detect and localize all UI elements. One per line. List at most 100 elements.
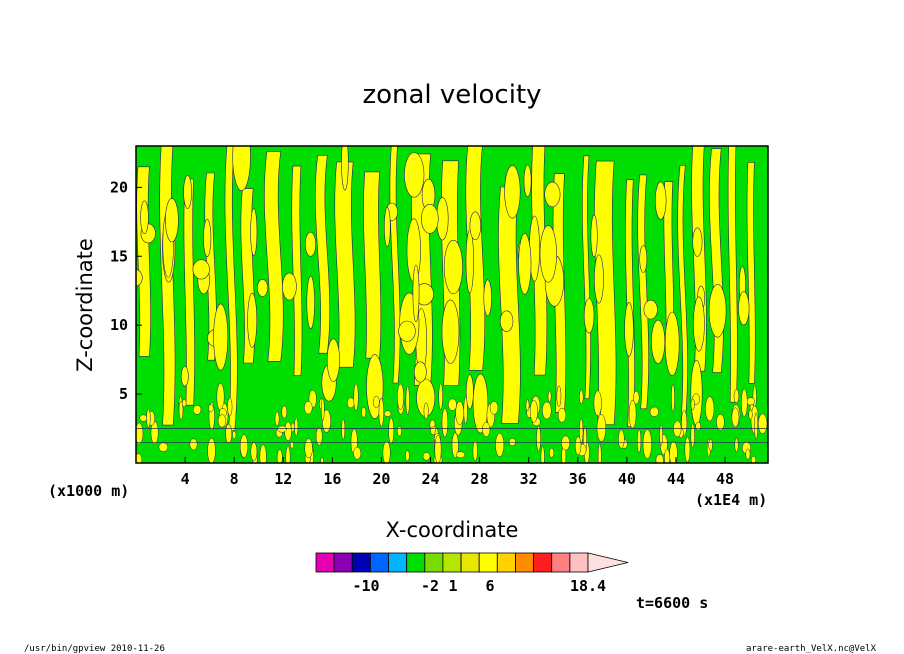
positive-velocity-region <box>207 438 216 463</box>
positive-velocity-region <box>304 438 313 459</box>
positive-velocity-region <box>422 452 431 461</box>
y-tick-label: 10 <box>110 316 128 334</box>
positive-velocity-region <box>455 401 465 425</box>
positive-velocity-region <box>274 411 280 427</box>
positive-velocity-region <box>224 146 238 431</box>
positive-velocity-region <box>489 401 499 415</box>
positive-velocity-region <box>557 407 567 423</box>
plot-frame <box>135 145 769 464</box>
colorbar-extension <box>587 552 629 573</box>
positive-velocity-region <box>590 214 598 258</box>
positive-velocity-region <box>239 434 249 458</box>
positive-velocity-region <box>499 310 514 332</box>
positive-velocity-region <box>544 181 561 208</box>
positive-velocity-region <box>498 186 521 424</box>
positive-velocity-region <box>536 425 541 452</box>
positive-velocity-region <box>594 254 604 304</box>
positive-velocity-region <box>465 229 474 294</box>
positive-velocity-region <box>754 412 758 440</box>
positive-velocity-region <box>264 151 284 362</box>
positive-velocity-region <box>738 291 750 326</box>
positive-velocity-region <box>596 414 607 442</box>
positive-velocity-region <box>690 360 703 426</box>
positive-velocity-region <box>227 397 233 417</box>
positive-velocity-region <box>334 161 356 368</box>
footer-left: /usr/bin/gpview 2010-11-26 <box>24 644 165 654</box>
positive-velocity-region <box>655 454 664 463</box>
positive-velocity-region <box>289 441 295 449</box>
positive-velocity-region <box>708 284 727 338</box>
positive-velocity-region <box>525 399 530 412</box>
positive-velocity-region <box>441 299 460 364</box>
positive-velocity-region <box>465 146 486 371</box>
positive-velocity-region <box>669 441 678 463</box>
positive-velocity-region <box>705 396 715 422</box>
positive-velocity-region <box>326 338 340 382</box>
positive-velocity-region <box>593 390 602 416</box>
positive-velocity-region <box>353 446 362 460</box>
positive-velocity-region <box>384 410 392 417</box>
colorbar: -10 -2 1 6 18.4 <box>315 552 629 595</box>
x-tick-label: 8 <box>230 470 239 488</box>
positive-velocity-region <box>684 436 691 463</box>
positive-velocity-region <box>346 397 355 409</box>
colorbar-segment <box>533 552 553 573</box>
positive-velocity-region <box>397 383 404 410</box>
colorbar-label: 6 <box>485 577 494 595</box>
positive-velocity-region <box>469 211 481 241</box>
positive-velocity-region <box>412 264 420 323</box>
positive-velocity-region <box>304 401 313 415</box>
time-label: t=6600 s <box>636 594 708 612</box>
positive-velocity-region <box>181 399 187 407</box>
positive-velocity-region <box>624 302 634 357</box>
positive-velocity-region <box>158 442 169 452</box>
positive-velocity-region <box>285 445 291 463</box>
colorbar-label: -2 <box>421 577 439 595</box>
colorbar-segment <box>478 552 498 573</box>
positive-velocity-region <box>451 432 459 458</box>
positive-velocity-region <box>165 198 179 243</box>
y-tick-label: 20 <box>110 178 128 196</box>
positive-velocity-region <box>556 385 562 407</box>
positive-velocity-region <box>733 389 740 404</box>
x-tick-label: 36 <box>569 470 587 488</box>
x-tick-label: 24 <box>421 470 439 488</box>
positive-velocity-region <box>472 373 489 434</box>
positive-velocity-region <box>183 178 195 406</box>
positive-velocity-region <box>438 383 443 410</box>
positive-velocity-region <box>695 421 702 431</box>
positive-velocity-region <box>383 207 391 248</box>
positive-velocity-region <box>276 449 283 463</box>
positive-velocity-region <box>441 408 449 438</box>
x-tick-label: 28 <box>471 470 489 488</box>
positive-velocity-region <box>639 245 648 273</box>
positive-velocity-region <box>322 409 331 433</box>
positive-velocity-region <box>282 272 297 301</box>
positive-velocity-region <box>574 436 582 456</box>
x-tick-label: 4 <box>181 470 190 488</box>
x-unit-label: (x1000 m) <box>48 482 129 500</box>
positive-velocity-region <box>750 455 757 463</box>
chart-title: zonal velocity <box>362 80 541 110</box>
positive-velocity-region <box>649 406 659 417</box>
colorbar-label: -10 <box>352 577 379 595</box>
positive-velocity-region <box>690 423 695 448</box>
colorbar-label: 1 <box>448 577 457 595</box>
positive-velocity-region <box>482 422 491 437</box>
positive-velocity-region <box>180 366 189 387</box>
positive-velocity-region <box>423 402 429 420</box>
positive-velocity-region <box>463 396 468 425</box>
positive-velocity-region <box>320 457 324 463</box>
x-tick-label: 20 <box>372 470 390 488</box>
colorbar-segment <box>496 552 516 573</box>
positive-velocity-region <box>404 152 425 198</box>
positive-velocity-region <box>232 430 237 439</box>
colorbar-segment <box>515 552 535 573</box>
colorbar-segment <box>424 552 444 573</box>
positive-velocity-region <box>643 299 658 320</box>
positive-velocity-region <box>583 298 595 334</box>
positive-velocity-region <box>757 413 768 435</box>
positive-velocity-region <box>748 409 753 420</box>
positive-velocity-region <box>618 429 625 449</box>
positive-velocity-region <box>405 386 410 415</box>
